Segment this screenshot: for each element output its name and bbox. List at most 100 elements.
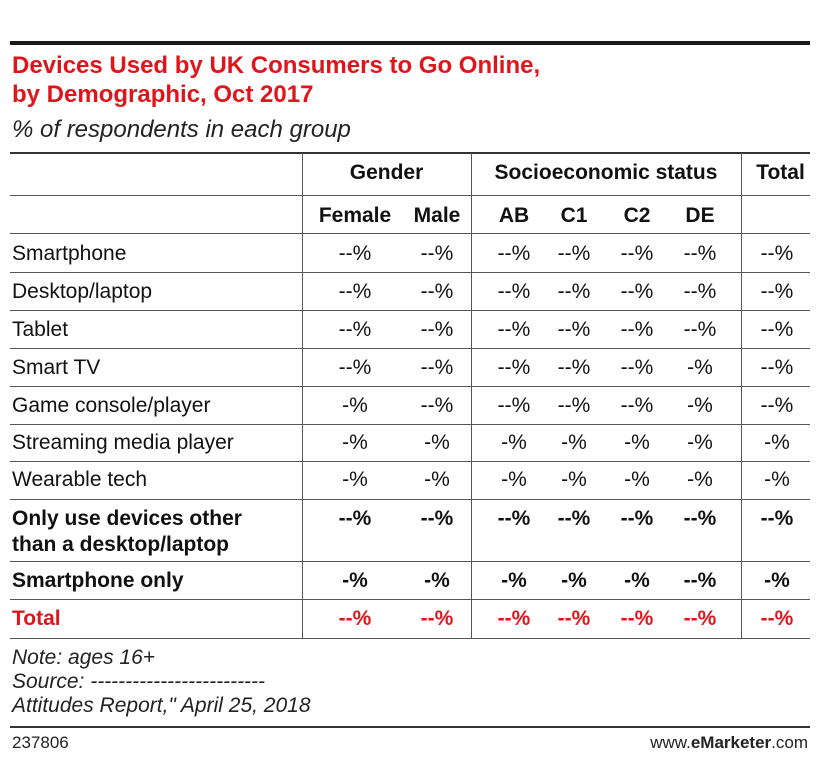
value-cell-c2: --%	[620, 318, 654, 341]
value-cell-female: --%	[338, 356, 372, 379]
value-cell-de: --%	[683, 569, 717, 592]
top-rule	[10, 41, 810, 45]
row-label-only-other-line1: Only use devices other	[12, 507, 242, 530]
value-cell-c2: --%	[620, 394, 654, 417]
row-rule	[10, 461, 810, 462]
source-text: Source: -------------------------	[12, 670, 266, 693]
value-cell-c2: --%	[620, 242, 654, 265]
column-header-c1: C1	[560, 204, 588, 227]
value-cell-ab: --%	[497, 607, 531, 630]
value-cell-c1: --%	[557, 280, 591, 303]
row-label-desktop-laptop: Desktop/laptop	[12, 280, 153, 303]
value-cell-male: -%	[424, 431, 450, 454]
value-cell-male: --%	[420, 394, 454, 417]
table-bottom-rule	[10, 638, 810, 639]
value-cell-female: --%	[338, 242, 372, 265]
value-cell-de: --%	[683, 607, 717, 630]
value-cell-c1: --%	[557, 356, 591, 379]
chart-title-line1: Devices Used by UK Consumers to Go Onlin…	[12, 52, 541, 79]
column-header-de: DE	[685, 204, 715, 227]
value-cell-male: --%	[420, 607, 454, 630]
column-header-ab: AB	[498, 204, 530, 227]
column-header-male: Male	[413, 204, 461, 227]
row-label-total: Total	[12, 607, 61, 630]
value-cell-c2: -%	[624, 431, 650, 454]
value-cell-female: -%	[342, 569, 368, 592]
group-header-rule	[10, 195, 810, 196]
value-cell-male: --%	[420, 280, 454, 303]
value-cell-de: --%	[683, 280, 717, 303]
value-cell-c2: --%	[620, 607, 654, 630]
value-cell-total: --%	[760, 356, 794, 379]
value-cell-ab: --%	[497, 394, 531, 417]
value-cell-ab: -%	[501, 468, 527, 491]
row-rule	[10, 272, 810, 273]
value-cell-total: --%	[760, 607, 794, 630]
row-rule	[10, 310, 810, 311]
value-cell-c1: -%	[561, 468, 587, 491]
group-header-gender: Gender	[349, 161, 424, 184]
chart-title-line2: by Demographic, Oct 2017	[12, 81, 314, 108]
value-cell-female: -%	[342, 431, 368, 454]
row-label-smartphone-only: Smartphone only	[12, 569, 184, 592]
value-cell-ab: --%	[497, 356, 531, 379]
brand-name: eMarketer	[690, 733, 772, 752]
value-cell-ab: -%	[501, 431, 527, 454]
value-cell-female: -%	[342, 468, 368, 491]
brand-url-prefix: www.	[650, 733, 691, 752]
value-cell-ab: -%	[501, 569, 527, 592]
value-cell-total: --%	[760, 394, 794, 417]
value-cell-total: --%	[760, 242, 794, 265]
row-label-smart-tv: Smart TV	[12, 356, 101, 379]
row-rule	[10, 561, 810, 562]
row-label-wearable-tech: Wearable tech	[12, 468, 148, 491]
column-header-female: Female	[318, 204, 392, 227]
row-label-streaming-media: Streaming media player	[12, 431, 234, 454]
value-cell-ab: --%	[497, 507, 531, 530]
column-divider	[302, 153, 303, 638]
value-cell-de: -%	[687, 431, 713, 454]
value-cell-female: -%	[342, 394, 368, 417]
value-cell-de: -%	[687, 394, 713, 417]
value-cell-total: -%	[764, 569, 790, 592]
value-cell-female: --%	[338, 280, 372, 303]
value-cell-male: --%	[420, 507, 454, 530]
value-cell-male: --%	[420, 356, 454, 379]
value-cell-c2: --%	[620, 280, 654, 303]
brand-url: www.eMarketer.com	[650, 733, 808, 753]
column-header-rule	[10, 233, 810, 234]
value-cell-de: --%	[683, 507, 717, 530]
brand-url-suffix: .com	[771, 733, 808, 752]
chart-id: 237806	[12, 733, 69, 752]
row-label-tablet: Tablet	[12, 318, 69, 341]
table-top-rule	[10, 152, 810, 154]
value-cell-de: -%	[687, 356, 713, 379]
value-cell-de: --%	[683, 242, 717, 265]
row-rule	[10, 499, 810, 500]
row-rule	[10, 348, 810, 349]
group-header-total: Total	[756, 161, 805, 184]
row-label-smartphone: Smartphone	[12, 242, 127, 265]
value-cell-total: --%	[760, 280, 794, 303]
row-rule	[10, 599, 810, 600]
source-text-line2: Attitudes Report," April 25, 2018	[12, 694, 311, 717]
value-cell-c1: --%	[557, 318, 591, 341]
value-cell-female: --%	[338, 318, 372, 341]
value-cell-male: --%	[420, 242, 454, 265]
value-cell-ab: --%	[497, 318, 531, 341]
value-cell-male: --%	[420, 318, 454, 341]
value-cell-female: --%	[338, 607, 372, 630]
value-cell-c1: -%	[561, 569, 587, 592]
row-rule	[10, 424, 810, 425]
value-cell-total: --%	[760, 318, 794, 341]
row-label-only-other-line2: than a desktop/laptop	[12, 533, 230, 556]
value-cell-c2: --%	[620, 507, 654, 530]
footer-rule	[10, 726, 810, 728]
column-header-c2: C2	[623, 204, 651, 227]
value-cell-c2: -%	[624, 468, 650, 491]
value-cell-c1: --%	[557, 607, 591, 630]
column-divider	[741, 153, 742, 638]
value-cell-total: --%	[760, 507, 794, 530]
note-text: Note: ages 16+	[12, 646, 156, 669]
value-cell-total: -%	[764, 468, 790, 491]
